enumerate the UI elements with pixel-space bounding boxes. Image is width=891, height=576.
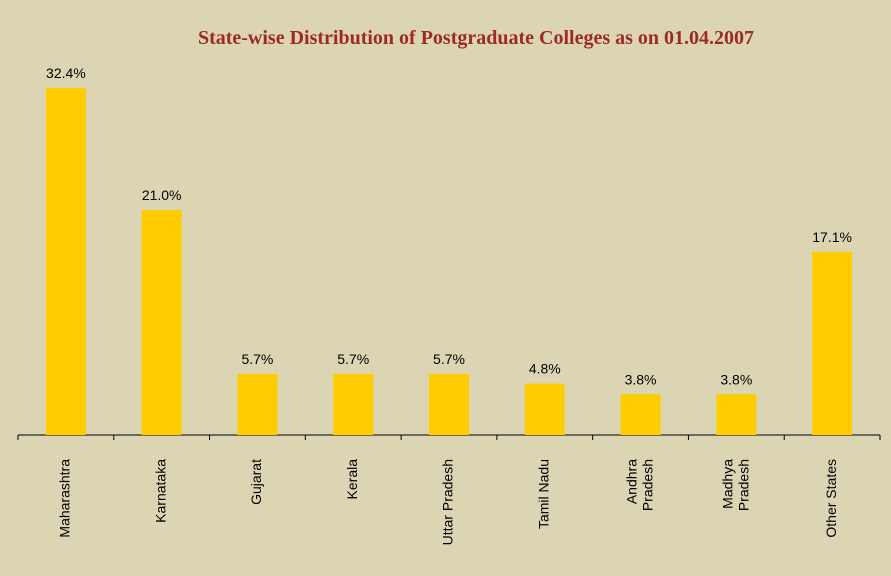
x-tick-label: Other States (823, 459, 839, 538)
bar (333, 373, 374, 435)
x-tick-label: Kerala (344, 459, 360, 500)
value-label: 5.7% (337, 351, 369, 367)
bar (716, 394, 757, 435)
x-tick-label: Uttar Pradesh (440, 459, 456, 545)
value-label: 4.8% (529, 361, 561, 377)
bar (524, 383, 565, 435)
value-label: 3.8% (625, 371, 657, 387)
x-tick-label: Gujarat (248, 459, 264, 505)
bar (141, 210, 182, 435)
x-tick-label: Maharashtra (57, 459, 73, 538)
x-tick-label: Tamil Nadu (535, 459, 551, 529)
bar (620, 394, 661, 435)
value-label: 3.8% (720, 371, 752, 387)
value-label: 21.0% (142, 187, 182, 203)
bar (429, 373, 469, 435)
bar (45, 87, 86, 435)
value-label: 32.4% (46, 65, 86, 81)
x-tick-label: Karnataka (152, 459, 168, 523)
value-label: 5.7% (433, 351, 465, 367)
x-tick-label: MadhyaPradesh (719, 459, 751, 511)
bar (237, 373, 278, 435)
x-tick-label: AndhraPradesh (623, 459, 655, 511)
value-label: 5.7% (241, 351, 273, 367)
chart-title: State-wise Distribution of Postgraduate … (198, 27, 754, 49)
bar (812, 251, 853, 435)
value-label: 17.1% (812, 229, 852, 245)
